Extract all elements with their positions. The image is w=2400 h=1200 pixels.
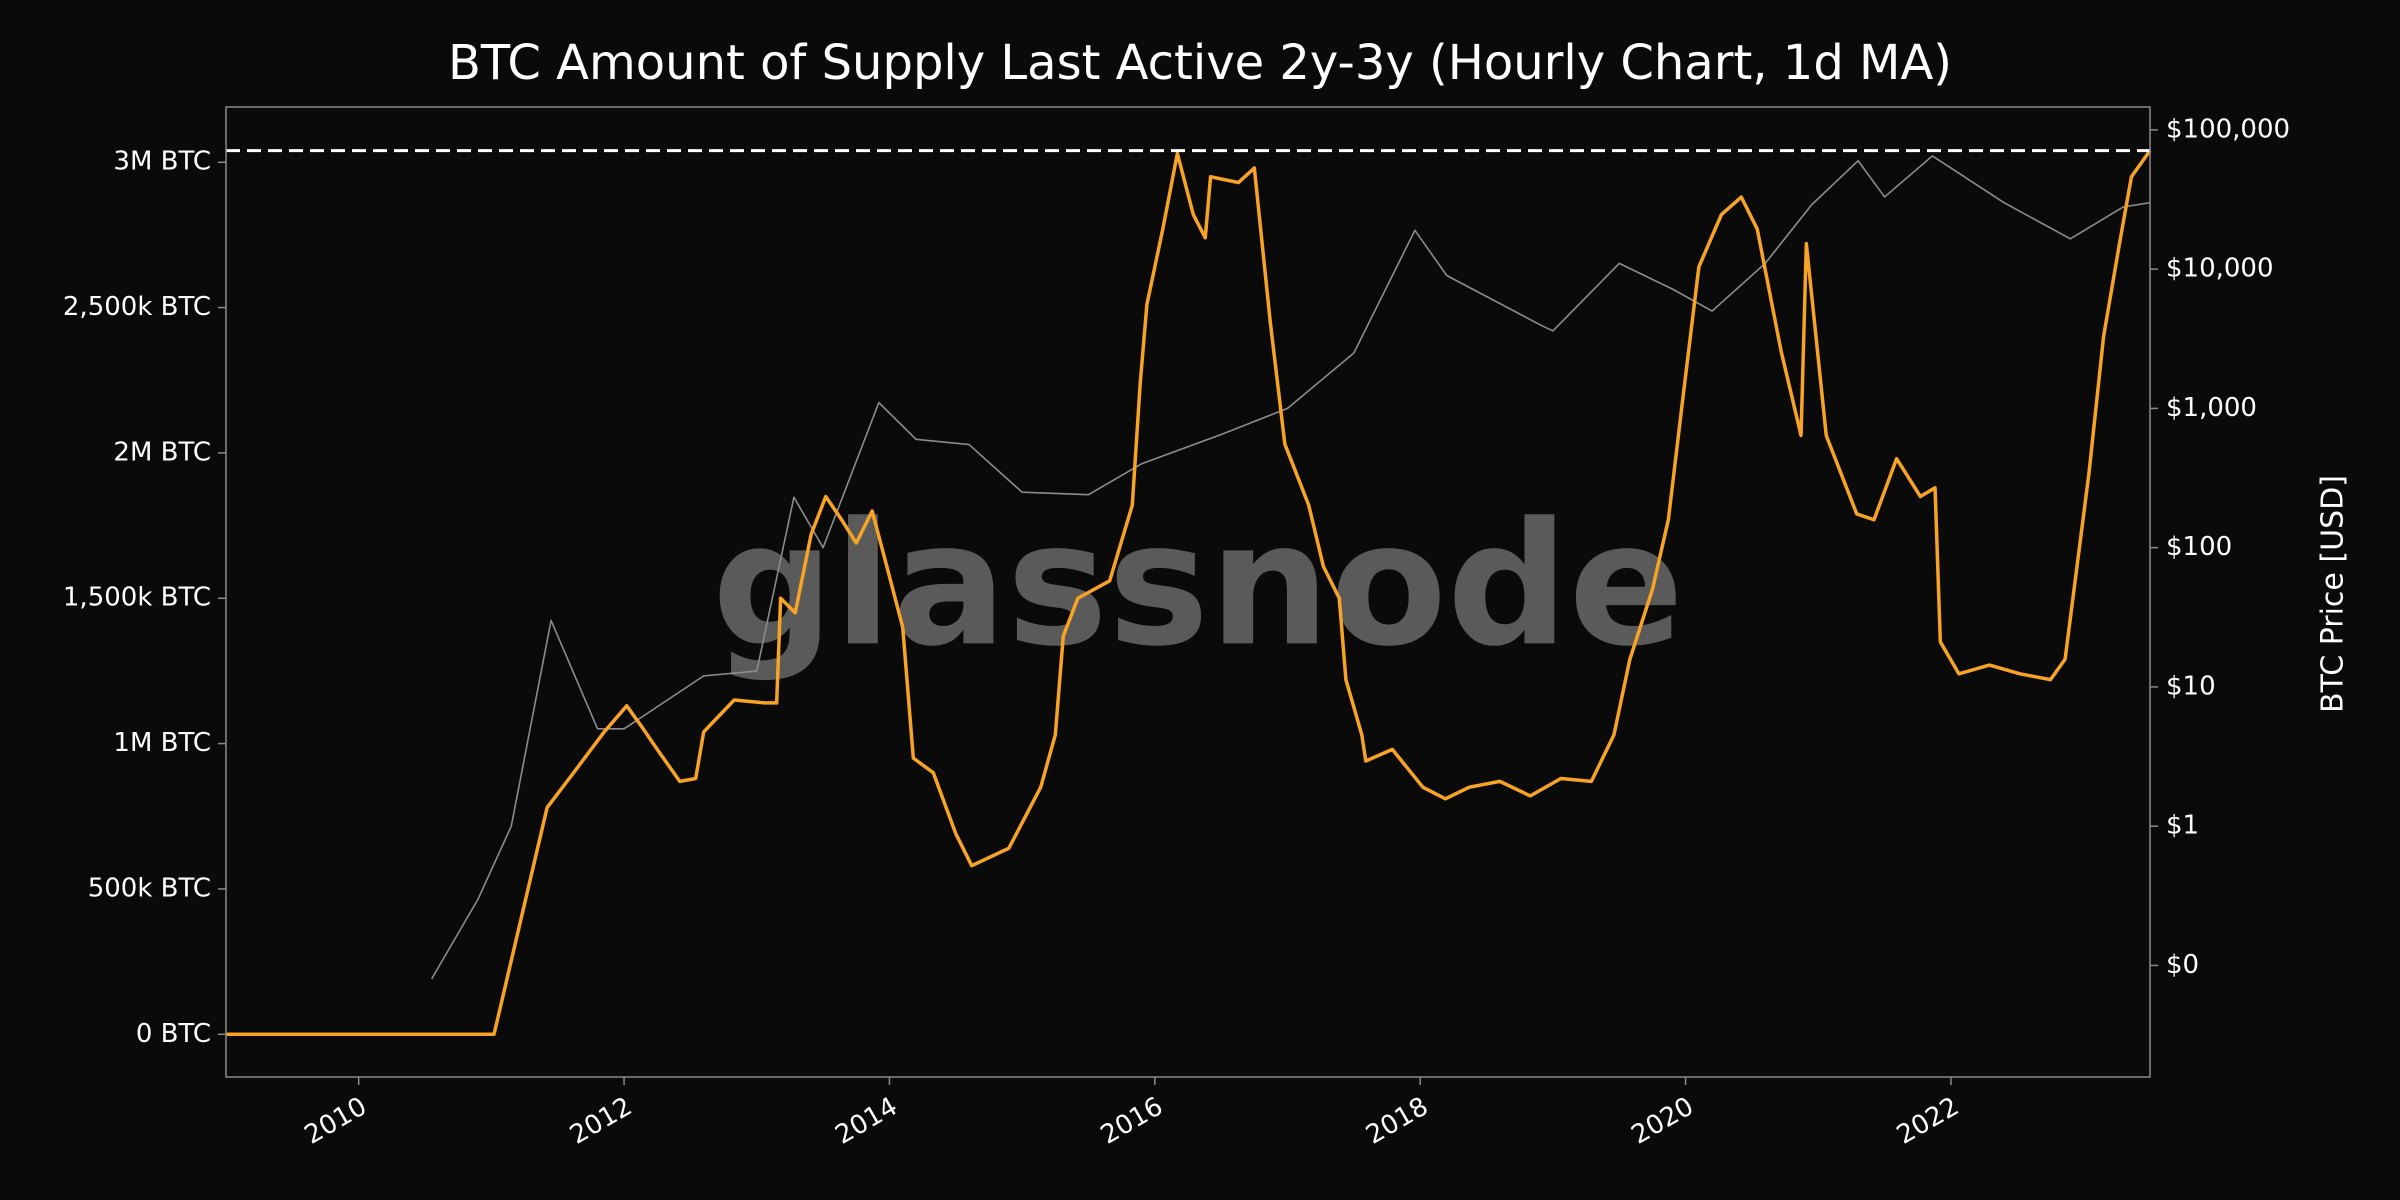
price-line xyxy=(430,155,2151,980)
y-tick-label: 500k BTC xyxy=(88,873,211,903)
y-tick-label: 1,500k BTC xyxy=(63,583,211,613)
y-tick-label: 0 BTC xyxy=(136,1019,211,1049)
y2-tick-label: $100 xyxy=(2166,532,2232,562)
y2-tick-label: $1 xyxy=(2166,811,2199,841)
y2-axis-label: BTC Price [USD] xyxy=(2316,475,2351,713)
watermark: glassnode xyxy=(712,486,1684,684)
y-tick-label: 2,500k BTC xyxy=(63,292,211,322)
plot-area xyxy=(226,149,2152,1037)
y2-tick-label: $10,000 xyxy=(2166,254,2274,284)
y2-tick-label: $10 xyxy=(2166,671,2216,701)
y-tick-label: 2M BTC xyxy=(113,437,211,467)
y-tick-label: 3M BTC xyxy=(113,147,211,177)
y2-tick-label: $1,000 xyxy=(2166,393,2257,423)
supply-line xyxy=(226,149,2152,1037)
plot-frame xyxy=(225,106,2151,1078)
chart-title: BTC Amount of Supply Last Active 2y-3y (… xyxy=(448,35,1952,91)
y2-tick-label: $0 xyxy=(2166,950,2199,980)
y-tick-label: 1M BTC xyxy=(113,728,211,758)
y2-tick-label: $100,000 xyxy=(2166,114,2290,144)
